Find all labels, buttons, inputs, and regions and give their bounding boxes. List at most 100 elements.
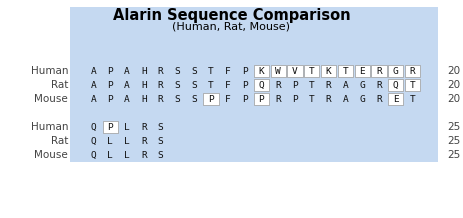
Text: R: R <box>376 94 382 104</box>
Text: H: H <box>141 80 147 90</box>
Text: T: T <box>410 94 415 104</box>
Text: A: A <box>343 94 348 104</box>
Text: S: S <box>175 80 180 90</box>
Text: A: A <box>91 94 96 104</box>
Text: G: G <box>359 80 365 90</box>
Text: P: P <box>107 80 113 90</box>
Text: Q: Q <box>258 80 264 90</box>
Bar <box>355 65 370 77</box>
Text: S: S <box>191 94 197 104</box>
Text: A: A <box>91 80 96 90</box>
Text: S: S <box>158 123 163 131</box>
Text: 25: 25 <box>447 150 460 160</box>
Text: P: P <box>292 94 298 104</box>
Text: Human: Human <box>31 66 68 76</box>
Text: 25: 25 <box>447 136 460 146</box>
Text: E: E <box>359 66 365 75</box>
Text: 20: 20 <box>447 80 460 90</box>
Text: T: T <box>208 80 214 90</box>
Text: E: E <box>393 94 399 104</box>
Text: 20: 20 <box>447 94 460 104</box>
Text: Rat: Rat <box>50 136 68 146</box>
Text: Mouse: Mouse <box>34 150 68 160</box>
Text: T: T <box>309 94 315 104</box>
Text: S: S <box>158 136 163 145</box>
Text: S: S <box>191 80 197 90</box>
Bar <box>388 65 403 77</box>
Text: A: A <box>343 80 348 90</box>
Text: R: R <box>275 80 281 90</box>
Text: P: P <box>258 94 264 104</box>
Text: F: F <box>225 80 231 90</box>
Text: L: L <box>124 150 130 160</box>
Text: Mouse: Mouse <box>34 94 68 104</box>
Bar <box>270 65 286 77</box>
Text: P: P <box>208 94 214 104</box>
Text: Q: Q <box>91 136 96 145</box>
Text: 20: 20 <box>447 66 460 76</box>
Text: T: T <box>309 66 315 75</box>
Text: S: S <box>175 66 180 75</box>
Text: P: P <box>242 80 248 90</box>
Text: P: P <box>242 66 248 75</box>
Text: T: T <box>309 80 315 90</box>
Text: A: A <box>124 66 130 75</box>
Text: L: L <box>124 136 130 145</box>
Bar <box>405 79 420 91</box>
Bar <box>338 65 353 77</box>
Text: L: L <box>107 150 113 160</box>
Bar <box>254 93 269 105</box>
Text: (Human, Rat, Mouse): (Human, Rat, Mouse) <box>173 22 290 32</box>
Text: R: R <box>141 150 147 160</box>
Bar <box>321 65 336 77</box>
Text: T: T <box>343 66 348 75</box>
Text: R: R <box>158 94 163 104</box>
Bar <box>304 65 319 77</box>
Text: R: R <box>376 66 382 75</box>
Text: R: R <box>275 94 281 104</box>
Text: Q: Q <box>393 80 399 90</box>
Text: K: K <box>258 66 264 75</box>
Bar <box>405 65 420 77</box>
Text: L: L <box>124 123 130 131</box>
Text: R: R <box>326 80 332 90</box>
Text: R: R <box>410 66 415 75</box>
Text: L: L <box>107 136 113 145</box>
Text: H: H <box>141 66 147 75</box>
Text: P: P <box>107 66 113 75</box>
Text: G: G <box>393 66 399 75</box>
Text: G: G <box>359 94 365 104</box>
Text: R: R <box>158 80 163 90</box>
Text: K: K <box>326 66 332 75</box>
Text: P: P <box>107 123 113 131</box>
Bar <box>388 93 403 105</box>
Text: 25: 25 <box>447 122 460 132</box>
Text: Q: Q <box>91 123 96 131</box>
Text: Q: Q <box>91 150 96 160</box>
Text: S: S <box>158 150 163 160</box>
Text: P: P <box>242 94 248 104</box>
Text: Human: Human <box>31 122 68 132</box>
Text: F: F <box>225 66 231 75</box>
Text: H: H <box>141 94 147 104</box>
Text: R: R <box>326 94 332 104</box>
Text: P: P <box>107 94 113 104</box>
Text: A: A <box>124 94 130 104</box>
Bar <box>203 93 219 105</box>
Text: R: R <box>141 136 147 145</box>
Text: A: A <box>124 80 130 90</box>
Text: Alarin Sequence Comparison: Alarin Sequence Comparison <box>113 8 350 23</box>
Text: W: W <box>275 66 281 75</box>
Bar <box>388 79 403 91</box>
Text: S: S <box>175 94 180 104</box>
Bar <box>288 65 303 77</box>
Text: A: A <box>91 66 96 75</box>
Bar <box>371 65 387 77</box>
Text: S: S <box>191 66 197 75</box>
Bar <box>70 7 438 162</box>
Text: F: F <box>225 94 231 104</box>
Text: V: V <box>292 66 298 75</box>
Bar <box>254 65 269 77</box>
Text: R: R <box>141 123 147 131</box>
Bar <box>103 121 118 133</box>
